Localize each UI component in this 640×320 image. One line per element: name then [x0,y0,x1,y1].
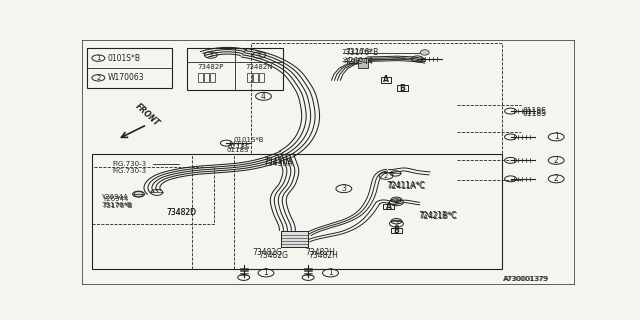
Text: 73176*B: 73176*B [102,204,133,210]
Text: 3: 3 [209,52,213,58]
Text: 72421B*C: 72421B*C [419,211,457,220]
Bar [358,58,367,68]
Text: 73430A: 73430A [264,157,293,166]
Text: 73430A: 73430A [264,159,293,168]
Text: 73482G: 73482G [259,251,289,260]
Text: 4: 4 [261,92,266,101]
Text: 0101S*B: 0101S*B [234,137,264,143]
Text: 73482P: 73482P [198,64,224,70]
Bar [259,73,264,82]
Text: 2: 2 [394,199,399,205]
Bar [383,204,394,209]
Text: 1: 1 [96,55,100,61]
Bar [247,73,252,82]
Text: 0118S: 0118S [227,147,249,153]
Text: W170063: W170063 [108,73,144,82]
Text: FIG.730-3: FIG.730-3 [112,168,147,174]
Text: B: B [394,226,399,235]
Text: 73482D: 73482D [167,208,197,217]
Bar [198,73,204,82]
Ellipse shape [134,191,143,197]
Bar [381,77,392,83]
Text: 1: 1 [328,268,333,277]
Text: Y26944: Y26944 [101,194,128,200]
Text: 73482G: 73482G [253,248,283,257]
Bar [253,73,258,82]
Text: 0118S: 0118S [227,144,250,150]
Bar [211,73,215,82]
Bar [204,73,209,82]
Text: 73176*B: 73176*B [342,49,372,55]
Text: 73482H: 73482H [306,248,335,257]
Text: A730001379: A730001379 [504,276,549,282]
Text: 72411A*C: 72411A*C [387,180,425,189]
Text: A: A [385,202,392,211]
Text: 2: 2 [554,174,559,183]
Bar [92,166,214,224]
Text: 73176*B: 73176*B [101,202,132,208]
Text: 72421B*C: 72421B*C [420,212,458,221]
Bar [88,48,172,88]
Text: FRONT: FRONT [134,102,161,128]
Bar [281,231,308,247]
Text: 73482N: 73482N [245,64,273,70]
Text: 3: 3 [341,184,346,193]
Text: B: B [399,84,405,93]
Text: 73482H: 73482H [308,251,338,260]
Text: A730001379: A730001379 [502,276,548,282]
Text: 73176*B: 73176*B [346,48,379,57]
Text: Y26944: Y26944 [342,58,368,64]
Bar [92,154,502,269]
Text: 0118S: 0118S [523,107,547,116]
Text: 2: 2 [554,156,559,165]
Text: 1: 1 [554,132,559,141]
Text: Y26944: Y26944 [102,196,129,202]
Text: 4: 4 [257,52,261,58]
Text: 0101S*B: 0101S*B [108,54,140,63]
Text: Y26944: Y26944 [346,57,374,66]
Text: 73482D: 73482D [167,208,197,217]
Text: FIG.730-3: FIG.730-3 [112,161,147,167]
Text: 2: 2 [384,173,388,179]
Text: 2: 2 [394,221,399,227]
Text: 72411A*C: 72411A*C [388,182,426,191]
Bar [397,85,408,91]
Text: 2: 2 [96,75,100,81]
Text: 0118S: 0118S [523,108,547,117]
Text: A: A [383,75,389,84]
Bar [391,228,402,233]
Ellipse shape [420,50,429,55]
Text: 1: 1 [264,268,268,277]
Bar [251,43,502,154]
Bar [187,48,284,90]
